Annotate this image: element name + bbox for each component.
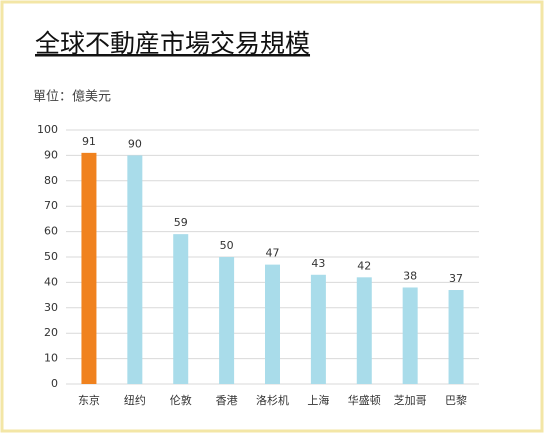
x-tick-label: 东京: [78, 393, 100, 407]
data-label: 59: [174, 216, 188, 229]
bar: [310, 274, 326, 384]
y-tick-label: 70: [44, 199, 58, 212]
x-tick-label: 巴黎: [445, 393, 467, 407]
x-tick-label: 上海: [307, 393, 329, 407]
y-tick-label: 100: [37, 123, 58, 136]
bar: [219, 257, 235, 384]
x-tick-label: 洛杉机: [256, 393, 289, 407]
x-tick-label: 伦敦: [170, 393, 192, 407]
x-tick-label: 纽约: [124, 393, 146, 407]
bar: [265, 264, 280, 384]
y-tick-label: 60: [44, 225, 58, 238]
data-label: 47: [266, 247, 280, 260]
bar: [402, 287, 418, 384]
y-tick-label: 80: [44, 174, 58, 187]
data-label: 91: [82, 135, 96, 148]
data-label: 50: [220, 239, 234, 252]
x-tick-label: 香港: [216, 394, 238, 407]
y-tick-label: 90: [44, 148, 58, 161]
bar: [127, 155, 143, 384]
bar: [448, 290, 464, 384]
x-tick-label: 芝加哥: [394, 394, 427, 407]
y-tick-label: 40: [44, 275, 58, 288]
data-label: 43: [311, 257, 325, 270]
y-tick-label: 50: [44, 250, 58, 263]
x-tick-label: 华盛顿: [348, 393, 381, 407]
y-tick-label: 20: [44, 326, 58, 339]
y-tick-label: 0: [51, 377, 58, 390]
data-label: 37: [449, 272, 463, 285]
chart-subtitle: 單位：億美元: [33, 89, 111, 105]
data-label: 42: [357, 259, 371, 272]
y-tick-label: 10: [44, 352, 58, 365]
bar: [81, 152, 97, 384]
bar: [173, 234, 189, 384]
data-label: 38: [403, 269, 417, 282]
data-label: 90: [128, 137, 142, 150]
chart-title: 全球不動産市場交易規模: [35, 29, 310, 58]
y-tick-label: 30: [44, 301, 58, 314]
bar: [356, 277, 372, 384]
